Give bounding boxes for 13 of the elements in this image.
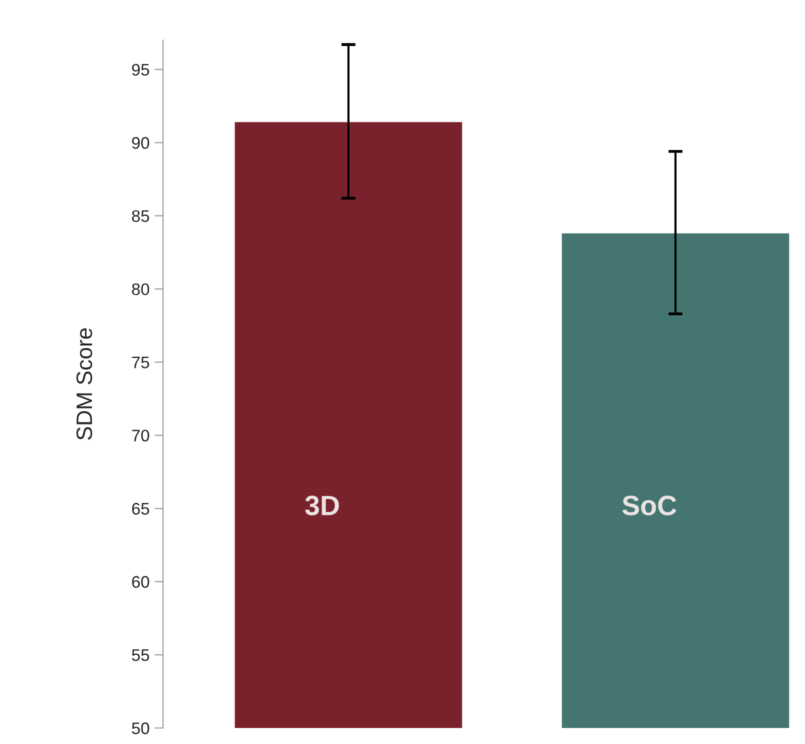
y-tick-label: 95 <box>132 64 150 76</box>
y-tick-label: 80 <box>132 283 150 296</box>
y-tick-label: 85 <box>132 210 150 222</box>
x-tick-label: SoC <box>622 496 676 516</box>
y-axis-title: SDM Score <box>76 328 92 440</box>
y-tick-label: 50 <box>132 722 150 734</box>
y-tick-label: 90 <box>132 137 150 149</box>
x-tick-label: 3D <box>305 496 339 516</box>
y-tick-label: 60 <box>132 576 150 588</box>
y-tick-label: 65 <box>132 502 150 515</box>
y-tick-label: 70 <box>132 430 150 442</box>
y-tick-label: 75 <box>132 356 150 368</box>
y-tick-label: 55 <box>132 649 150 662</box>
